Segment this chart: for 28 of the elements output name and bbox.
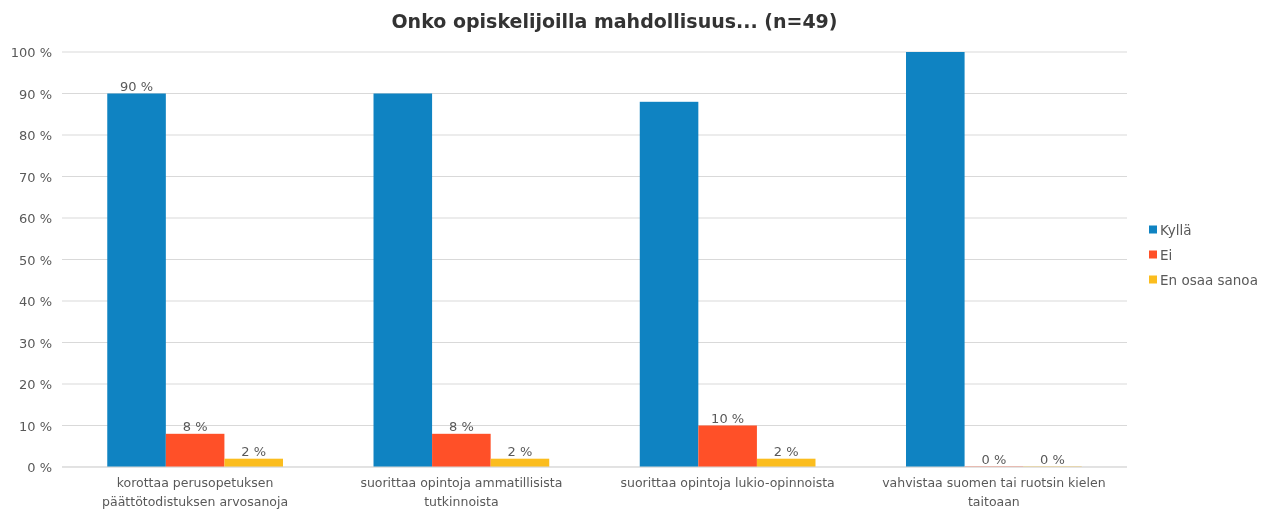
x-tick-label: korottaa perusopetuksen päättötodistuksen arvosanoja [102,475,289,509]
data-label: 2 % [507,443,533,459]
y-tick-label: 10 % [18,418,52,434]
y-tick-label: 20 % [18,377,52,392]
y-tick-label: 70 % [18,169,52,185]
data-label: 2 % [241,443,267,459]
data-label: 2 % [773,443,799,459]
data-label: 10 % [711,410,745,426]
data-label: 8 % [182,418,208,434]
y-tick-label: 0 % [27,460,52,475]
legend-label: En osaa sanoa [1160,271,1258,288]
x-tick-label: suorittaa opintoja lukio-opinnoista [620,475,835,490]
legend-label: Kyllä [1160,221,1192,238]
data-label: 8 % [448,418,474,434]
y-tick-label: 80 % [18,128,52,143]
x-tick-label: vahvistaa suomen tai ruotsin kielen taitoaan [882,475,1106,509]
y-tick-label: 100 % [10,45,52,60]
chart-title: Onko opiskelijoilla mahdollisuus... (n=49) [391,10,838,32]
data-label: 0 % [1040,452,1065,467]
y-tick-label: 30 % [18,335,52,351]
legend-label: Ei [1160,246,1173,263]
data-label: 90 % [120,78,154,94]
y-tick-label: 90 % [18,86,52,102]
y-tick-label: 40 % [18,294,52,309]
data-label: 0 % [981,452,1007,467]
y-tick-label: 60 % [18,211,52,226]
x-tick-label: suorittaa opintoja ammatillisista tutkinnoista [360,475,563,509]
y-tick-label: 50 % [18,252,52,268]
